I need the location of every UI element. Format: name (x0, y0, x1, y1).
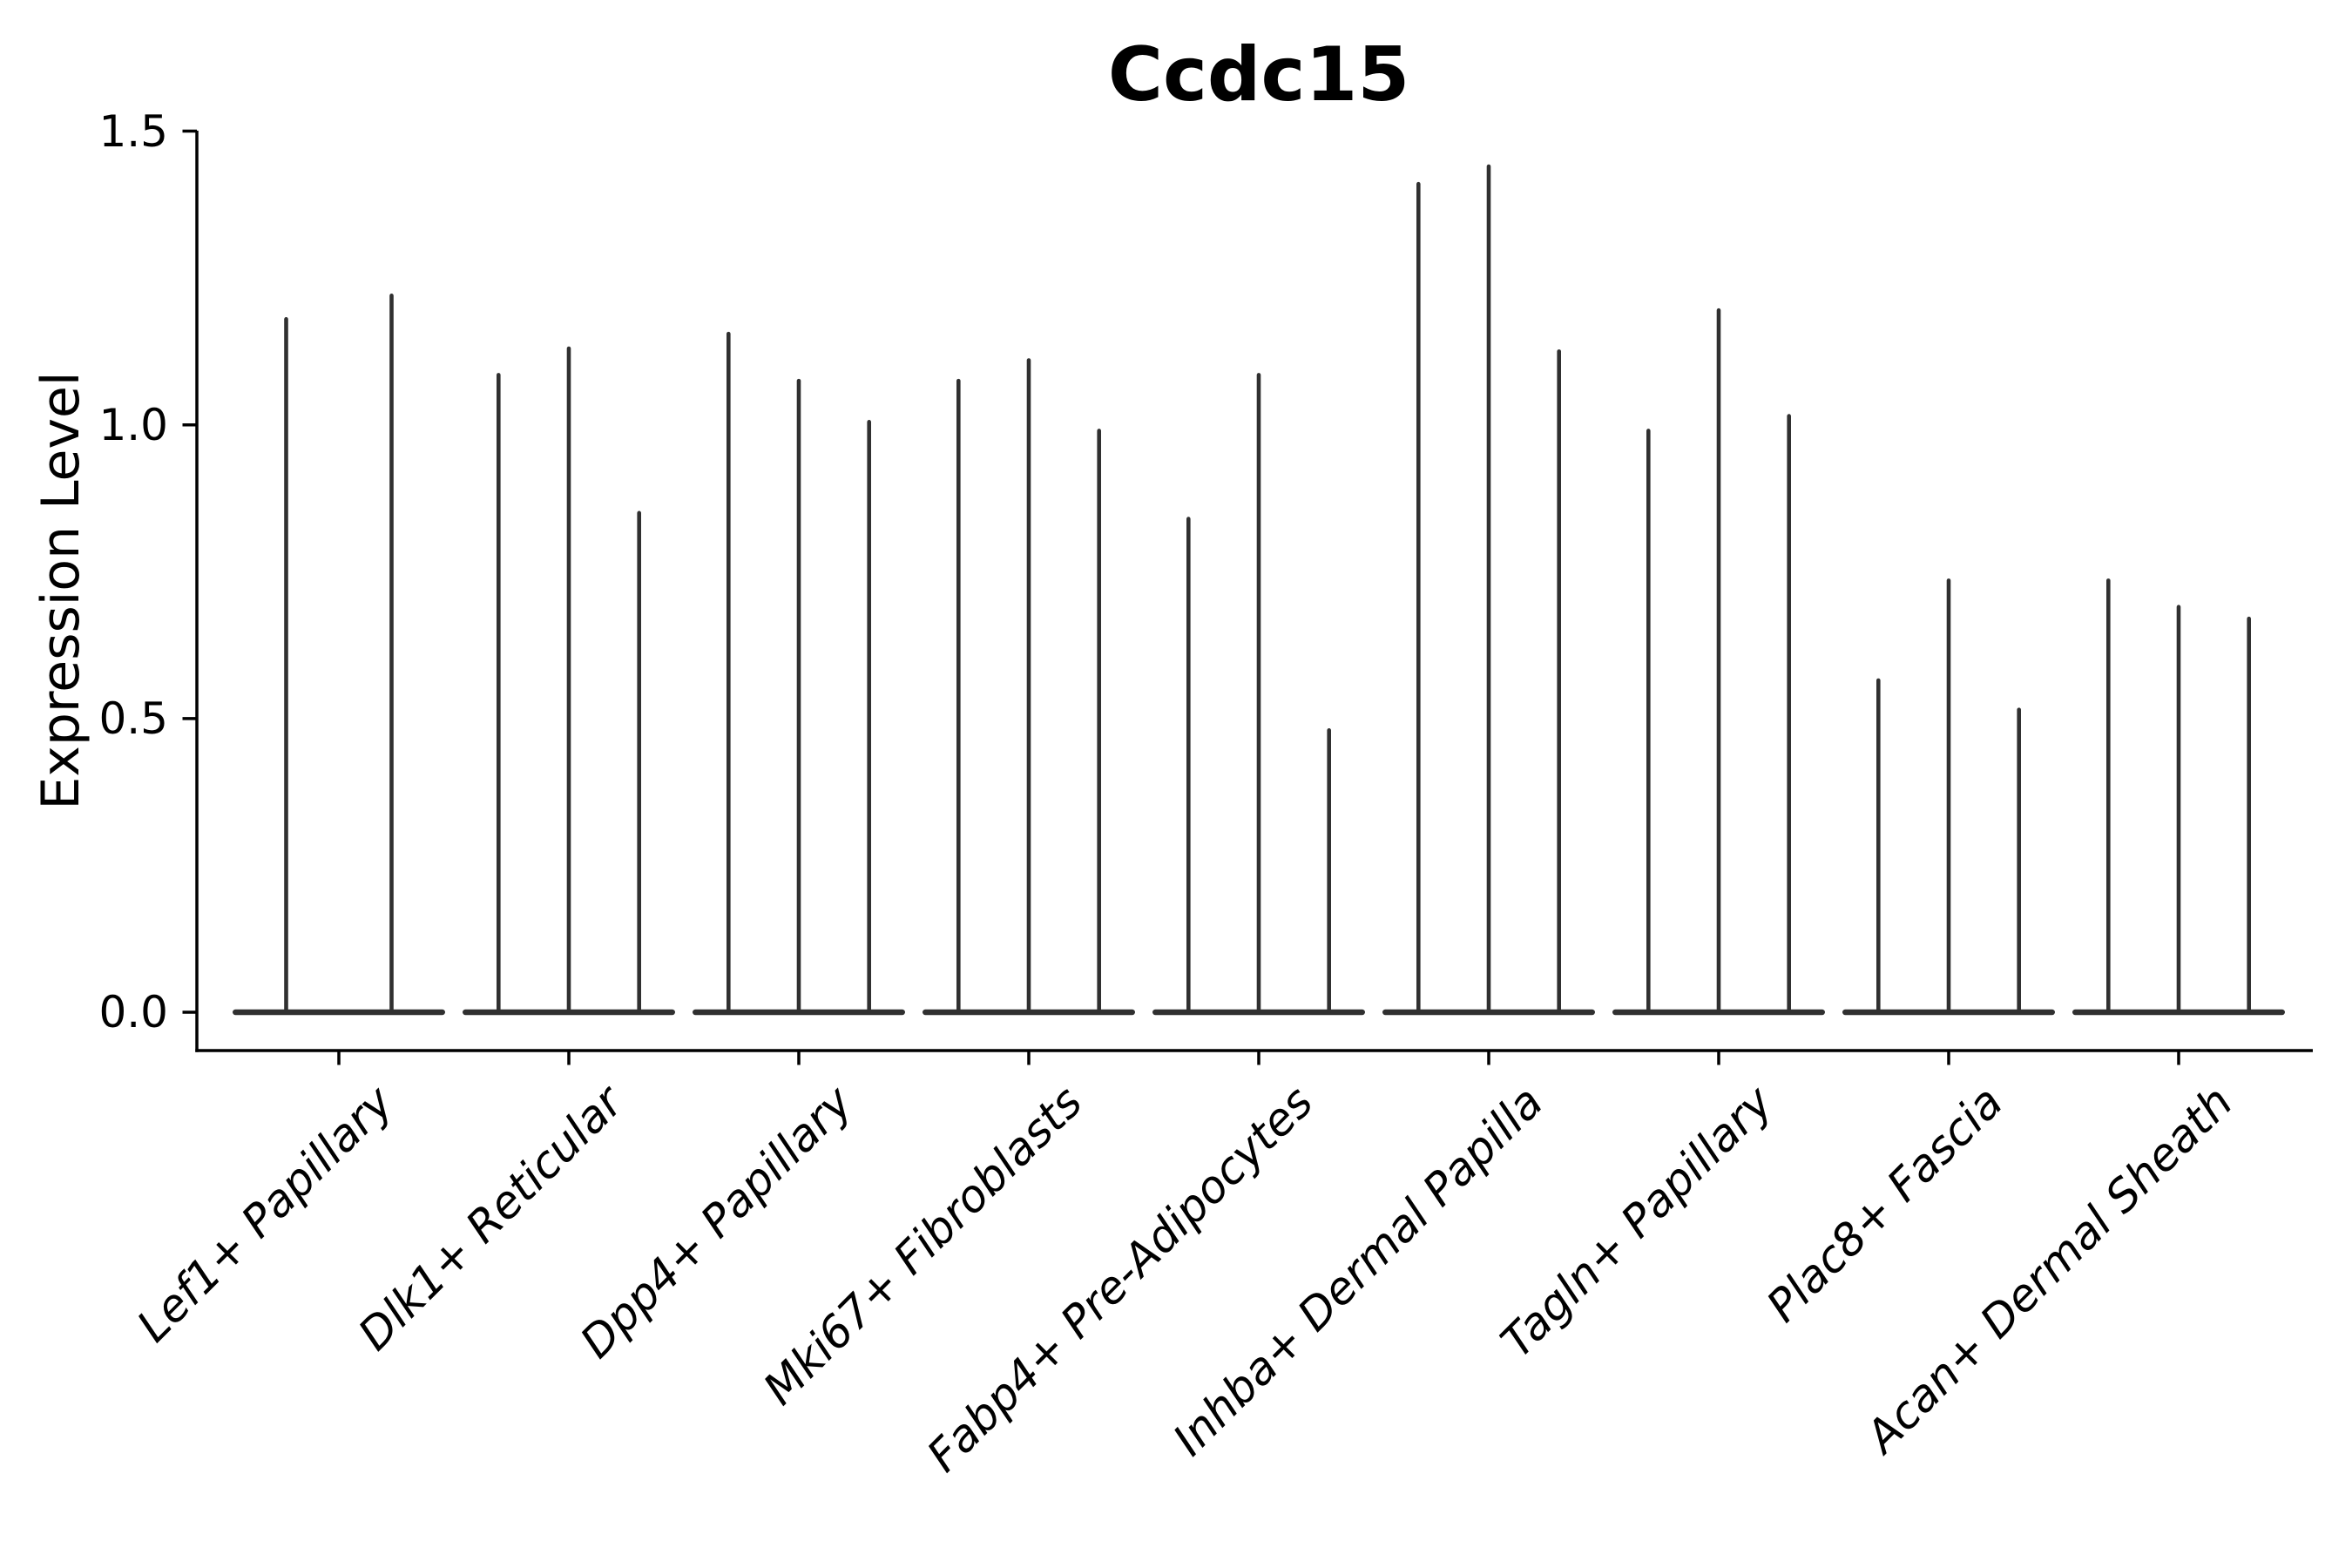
violin-base (233, 1009, 445, 1016)
y-tick-label: 0.0 (98, 987, 168, 1037)
y-tick-label: 1.5 (98, 105, 168, 157)
y-tick-label: 0.5 (98, 693, 168, 744)
chart-title: Ccdc15 (1107, 31, 1410, 118)
y-tick-label: 1.0 (98, 399, 168, 450)
